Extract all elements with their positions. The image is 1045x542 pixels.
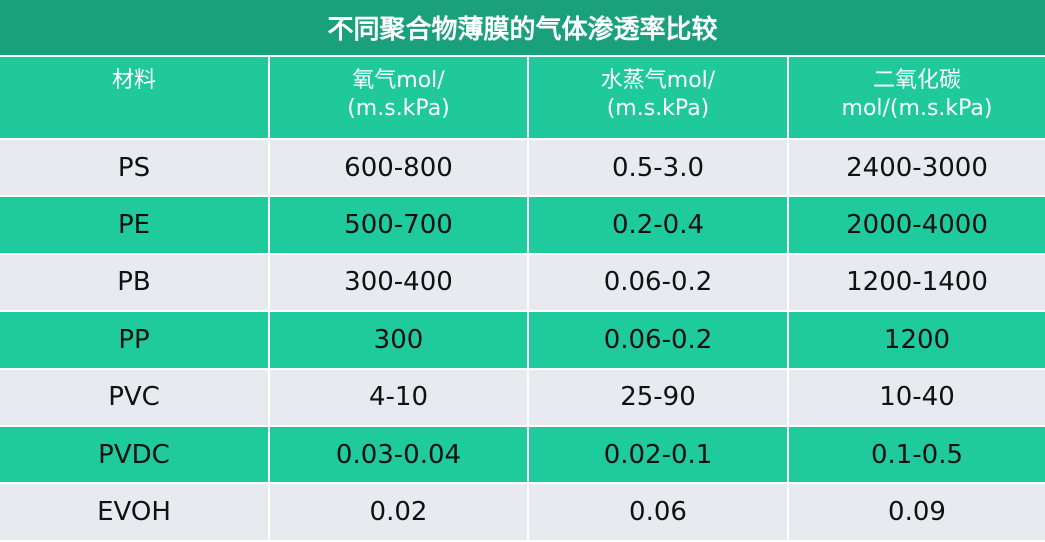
cell-text: 1200-1400 (846, 267, 988, 298)
header-text: (m.s.kPa) (606, 96, 710, 121)
table-cell: 0.1-0.5 (789, 427, 1045, 483)
cell-text: 10-40 (879, 382, 955, 413)
cell-text: 0.06 (629, 497, 687, 528)
table-cell: PP (0, 312, 268, 368)
table-cell: 10-40 (789, 369, 1045, 425)
table-cell: 0.5-3.0 (529, 140, 787, 196)
cell-text: 1200 (883, 324, 951, 355)
table-cell: PVDC (0, 427, 268, 483)
cell-text: 0.02 (369, 497, 428, 528)
header-text: mol/(m.s.kPa) (841, 96, 993, 121)
cell-text: 500-700 (344, 210, 453, 241)
cell-text: 2400-3000 (846, 152, 988, 183)
header-text: 二氧化碳 (872, 68, 961, 93)
table-cell: 0.06-0.2 (529, 254, 787, 311)
table-cell: 600-800 (270, 140, 527, 196)
cell-text: PVDC (98, 439, 170, 470)
cell-text: PE (117, 210, 151, 241)
table-cell: PS (0, 140, 268, 196)
cell-text: PP (118, 324, 150, 355)
cell-text: 0.5-3.0 (611, 152, 705, 183)
cell-text: 2000-4000 (846, 210, 988, 241)
table-cell: 300 (270, 312, 527, 368)
cell-text: 600-800 (344, 152, 453, 183)
cell-text: 300-400 (344, 267, 453, 298)
header-text: 水蒸气mol/ (600, 68, 716, 93)
header-cell: 二氧化碳 mol/(m.s.kPa) (789, 57, 1045, 138)
table-cell: 1200-1400 (789, 254, 1045, 311)
header-text: 材料 (111, 68, 156, 93)
table-cell: 0.2-0.4 (529, 197, 787, 253)
table-cell: 300-400 (270, 254, 527, 311)
table-cell: 25-90 (529, 369, 787, 425)
table-cell: 0.06-0.2 (529, 312, 787, 368)
cell-text: 0.02-0.1 (603, 439, 713, 470)
header-text: (m.s.kPa) (347, 96, 450, 121)
table-cell: EVOH (0, 484, 268, 540)
cell-text: PS (117, 152, 151, 183)
cell-text: 0.06-0.2 (603, 267, 713, 298)
table-cell: 0.02 (270, 484, 527, 540)
cell-text: 300 (373, 324, 424, 355)
cell-text: 0.2-0.4 (611, 210, 705, 241)
table-cell: 0.06 (529, 484, 787, 540)
cell-text: EVOH (97, 497, 171, 528)
cell-text: PB (117, 267, 151, 298)
table-cell: 0.09 (789, 484, 1045, 540)
cell-text: 4-10 (368, 382, 428, 413)
header-cell: 材料 (0, 57, 268, 138)
table-title: 不同聚合物薄膜的气体渗透率比较 (0, 0, 1045, 55)
table-cell: 1200 (789, 312, 1045, 368)
header-cell: 水蒸气mol/ (m.s.kPa) (529, 57, 787, 138)
cell-text: 0.1-0.5 (870, 439, 964, 470)
header-text: 氧气mol/ (352, 68, 445, 93)
table-cell: 2400-3000 (789, 140, 1045, 196)
table-cell: PE (0, 197, 268, 253)
table-cell: 0.03-0.04 (270, 427, 527, 483)
cell-text: PVC (108, 382, 160, 413)
cell-text: 25-90 (620, 382, 696, 413)
table-cell: 500-700 (270, 197, 527, 253)
table-cell: PVC (0, 369, 268, 425)
cell-text: 0.06-0.2 (603, 324, 713, 355)
table-cell: PB (0, 254, 268, 311)
cell-text: 0.09 (888, 497, 946, 528)
cell-text: 0.03-0.04 (335, 439, 462, 470)
header-cell: 氧气mol/ (m.s.kPa) (270, 57, 527, 138)
table-cell: 2000-4000 (789, 197, 1045, 253)
table-cell: 4-10 (270, 369, 527, 425)
table-cell: 0.02-0.1 (529, 427, 787, 483)
